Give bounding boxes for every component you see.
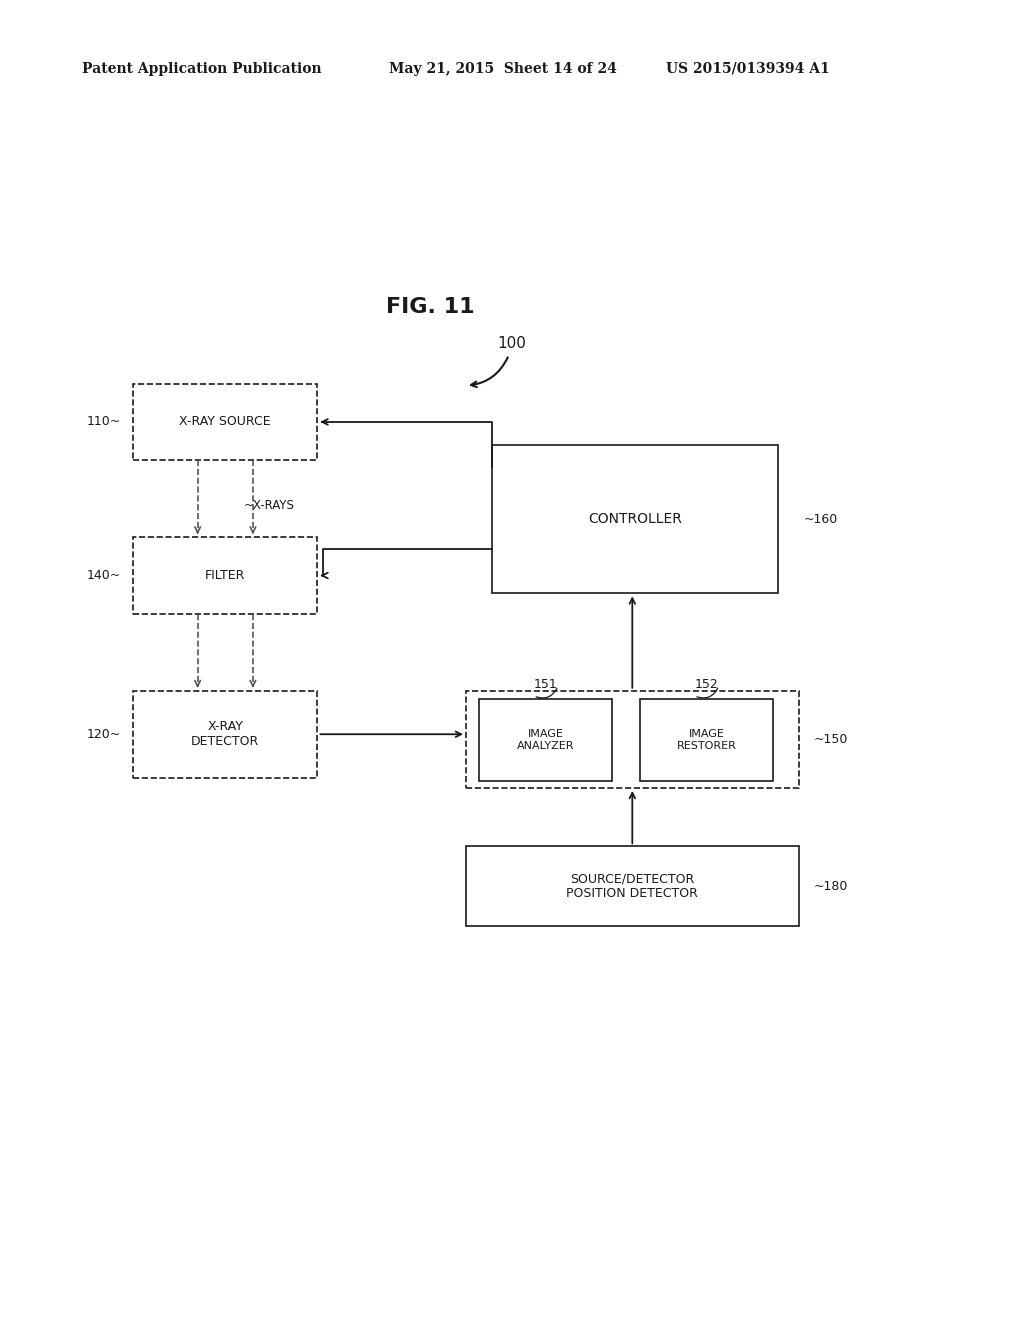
Text: 140~: 140~: [87, 569, 121, 582]
Text: 110~: 110~: [87, 416, 121, 429]
FancyBboxPatch shape: [466, 846, 799, 927]
FancyBboxPatch shape: [640, 698, 773, 781]
FancyBboxPatch shape: [133, 537, 317, 614]
Text: SOURCE/DETECTOR
POSITION DETECTOR: SOURCE/DETECTOR POSITION DETECTOR: [566, 873, 698, 900]
Text: FIG. 11: FIG. 11: [386, 297, 474, 317]
Text: ~X-RAYS: ~X-RAYS: [244, 499, 295, 512]
Text: 152: 152: [694, 677, 719, 690]
FancyBboxPatch shape: [466, 690, 799, 788]
Text: 100: 100: [498, 335, 526, 351]
FancyBboxPatch shape: [133, 384, 317, 461]
Text: ~150: ~150: [814, 733, 849, 746]
Text: IMAGE
ANALYZER: IMAGE ANALYZER: [517, 729, 574, 751]
Text: ~180: ~180: [814, 880, 849, 892]
Text: ~160: ~160: [804, 512, 838, 525]
FancyBboxPatch shape: [133, 690, 317, 777]
Text: X-RAY SOURCE: X-RAY SOURCE: [179, 416, 271, 429]
FancyBboxPatch shape: [479, 698, 612, 781]
Text: CONTROLLER: CONTROLLER: [588, 512, 682, 527]
Text: US 2015/0139394 A1: US 2015/0139394 A1: [666, 62, 829, 75]
Text: IMAGE
RESTORER: IMAGE RESTORER: [677, 729, 736, 751]
FancyBboxPatch shape: [492, 445, 778, 594]
Text: Patent Application Publication: Patent Application Publication: [82, 62, 322, 75]
Text: May 21, 2015  Sheet 14 of 24: May 21, 2015 Sheet 14 of 24: [389, 62, 617, 75]
Text: X-RAY
DETECTOR: X-RAY DETECTOR: [191, 721, 259, 748]
Text: 120~: 120~: [87, 727, 121, 741]
Text: 151: 151: [534, 677, 558, 690]
Text: FILTER: FILTER: [205, 569, 246, 582]
